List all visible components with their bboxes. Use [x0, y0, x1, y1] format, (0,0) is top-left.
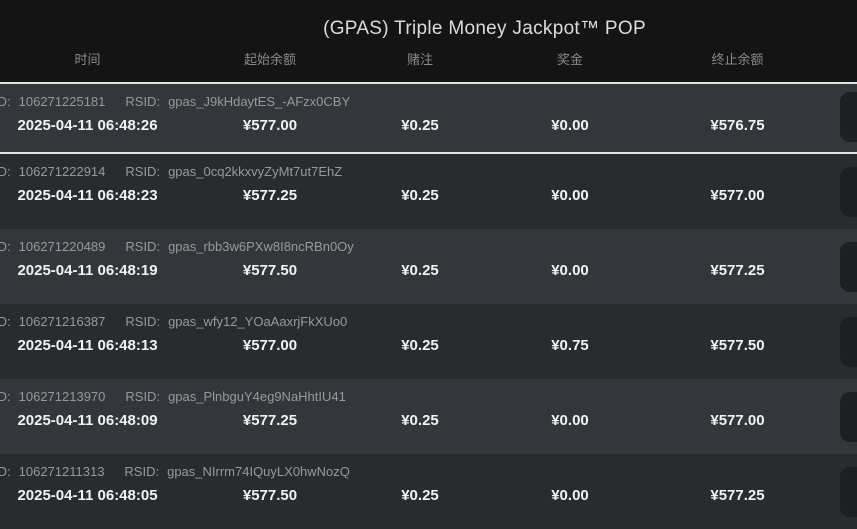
row-meta-line: ID: 106271216387 RSID: gpas_wfy12_YOaAax… — [0, 313, 857, 330]
round-id: 106271220489 — [18, 239, 106, 254]
row-values-line: 2025-04-11 06:48:26 ¥577.00 ¥0.25 ¥0.00 … — [0, 115, 857, 136]
cell-prize: ¥0.00 — [551, 117, 589, 134]
table-row: ID: 106271211313 RSID: gpas_NIrrm74IQuyL… — [0, 454, 857, 529]
cell-bet: ¥0.25 — [401, 337, 439, 354]
cell-prize: ¥0.00 — [551, 412, 589, 429]
row-meta-line: ID: 106271220489 RSID: gpas_rbb3w6PXw8I8… — [0, 238, 857, 255]
id-label: ID: — [0, 94, 11, 109]
history-list: ID: 106271225181 RSID: gpas_J9kHdaytES_-… — [0, 84, 857, 529]
id-label: ID: — [0, 464, 11, 479]
cell-prize: ¥0.00 — [551, 487, 589, 504]
cell-bet: ¥0.25 — [401, 117, 439, 134]
table-row: ID: 106271222914 RSID: gpas_0cq2kkxvyZyM… — [0, 154, 857, 229]
cell-bet: ¥0.25 — [401, 262, 439, 279]
rsid-value: gpas_rbb3w6PXw8I8ncRBn0Oy — [168, 239, 354, 254]
row-expand-button[interactable] — [840, 391, 857, 442]
rsid-value: gpas_PlnbguY4eg9NaHhtIU41 — [168, 389, 346, 404]
row-expand-button[interactable] — [840, 241, 857, 292]
row-values-line: 2025-04-11 06:48:19 ¥577.50 ¥0.25 ¥0.00 … — [0, 260, 857, 281]
round-id: 106271213970 — [18, 389, 106, 404]
round-id: 106271211313 — [18, 464, 105, 479]
col-header-end-balance: 终止余额 — [711, 52, 764, 67]
cell-start-balance: ¥577.50 — [242, 262, 298, 279]
col-header-prize: 奖金 — [556, 52, 583, 67]
row-values-line: 2025-04-11 06:48:23 ¥577.25 ¥0.25 ¥0.00 … — [0, 185, 857, 206]
cell-start-balance: ¥577.00 — [242, 117, 298, 134]
cell-prize: ¥0.00 — [551, 262, 589, 279]
column-header-row: 时间 起始余额 赌注 奖金 终止余额 — [0, 51, 857, 68]
table-row: ID: 106271216387 RSID: gpas_wfy12_YOaAax… — [0, 304, 857, 379]
cell-time: 2025-04-11 06:48:13 — [17, 337, 158, 354]
round-id: 106271216387 — [18, 314, 106, 329]
id-label: ID: — [0, 239, 11, 254]
row-values-line: 2025-04-11 06:48:13 ¥577.00 ¥0.25 ¥0.75 … — [0, 335, 857, 356]
cell-time: 2025-04-11 06:48:23 — [17, 187, 158, 204]
cell-start-balance: ¥577.25 — [242, 412, 298, 429]
rsid-label: RSID: — [125, 164, 161, 179]
row-expand-button[interactable] — [840, 316, 857, 367]
cell-end-balance: ¥577.25 — [710, 487, 765, 504]
row-values-line: 2025-04-11 06:48:09 ¥577.25 ¥0.25 ¥0.00 … — [0, 410, 857, 431]
cell-start-balance: ¥577.25 — [242, 187, 298, 204]
col-header-time: 时间 — [74, 52, 101, 67]
cell-time: 2025-04-11 06:48:09 — [17, 412, 158, 429]
table-header: (GPAS) Triple Money Jackpot™ POP 时间 起始余额… — [0, 0, 857, 84]
rsid-label: RSID: — [124, 464, 160, 479]
row-expand-button[interactable] — [840, 92, 857, 142]
row-meta-line: ID: 106271222914 RSID: gpas_0cq2kkxvyZyM… — [0, 163, 857, 180]
cell-start-balance: ¥577.50 — [242, 487, 298, 504]
cell-start-balance: ¥577.00 — [242, 337, 298, 354]
cell-end-balance: ¥577.50 — [710, 337, 765, 354]
col-header-start-balance: 起始余额 — [243, 52, 296, 67]
rsid-label: RSID: — [125, 314, 161, 329]
cell-end-balance: ¥577.00 — [710, 187, 765, 204]
id-label: ID: — [0, 389, 11, 404]
cell-end-balance: ¥577.00 — [710, 412, 765, 429]
rsid-value: gpas_J9kHdaytES_-AFzx0CBY — [168, 94, 351, 109]
rsid-value: gpas_wfy12_YOaAaxrjFkXUo0 — [168, 314, 348, 329]
cell-bet: ¥0.25 — [401, 187, 439, 204]
page-title: (GPAS) Triple Money Jackpot™ POP — [323, 18, 646, 39]
cell-time: 2025-04-11 06:48:26 — [17, 117, 158, 134]
round-id: 106271225181 — [18, 94, 106, 109]
rsid-label: RSID: — [125, 239, 161, 254]
row-meta-line: ID: 106271213970 RSID: gpas_PlnbguY4eg9N… — [0, 388, 857, 405]
col-header-bet: 赌注 — [406, 52, 433, 67]
row-expand-button[interactable] — [840, 166, 857, 217]
id-label: ID: — [0, 164, 11, 179]
row-meta-line: ID: 106271211313 RSID: gpas_NIrrm74IQuyL… — [0, 463, 857, 480]
row-values-line: 2025-04-11 06:48:05 ¥577.50 ¥0.25 ¥0.00 … — [0, 485, 857, 506]
table-row: ID: 106271225181 RSID: gpas_J9kHdaytES_-… — [0, 84, 857, 154]
cell-time: 2025-04-11 06:48:05 — [17, 487, 158, 504]
rsid-label: RSID: — [125, 389, 161, 404]
table-row: ID: 106271213970 RSID: gpas_PlnbguY4eg9N… — [0, 379, 857, 454]
row-expand-button[interactable] — [840, 466, 857, 517]
table-row: ID: 106271220489 RSID: gpas_rbb3w6PXw8I8… — [0, 229, 857, 304]
cell-end-balance: ¥577.25 — [710, 262, 765, 279]
round-id: 106271222914 — [18, 164, 106, 179]
cell-time: 2025-04-11 06:48:19 — [17, 262, 158, 279]
cell-prize: ¥0.00 — [551, 187, 589, 204]
cell-bet: ¥0.25 — [401, 487, 439, 504]
rsid-value: gpas_0cq2kkxvyZyMt7ut7EhZ — [168, 164, 343, 179]
rsid-label: RSID: — [125, 94, 161, 109]
rsid-value: gpas_NIrrm74IQuyLX0hwNozQ — [167, 464, 350, 479]
cell-prize: ¥0.75 — [551, 337, 589, 354]
id-label: ID: — [0, 314, 11, 329]
cell-end-balance: ¥576.75 — [710, 117, 765, 134]
row-meta-line: ID: 106271225181 RSID: gpas_J9kHdaytES_-… — [0, 93, 857, 110]
cell-bet: ¥0.25 — [401, 412, 439, 429]
